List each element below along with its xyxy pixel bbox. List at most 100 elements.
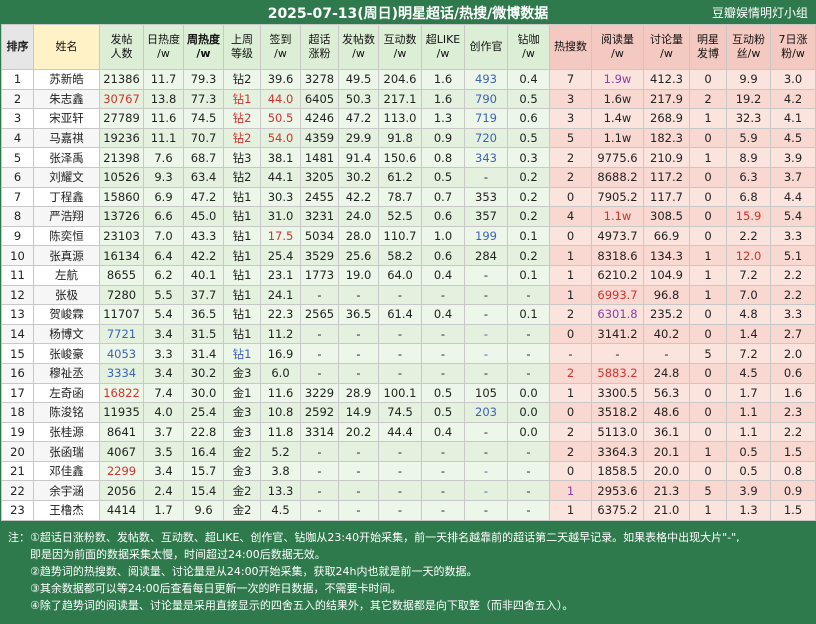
- column-header[interactable]: 姓名: [33, 24, 100, 70]
- table-cell: 4.1: [770, 108, 816, 129]
- table-cell: 28.9: [338, 382, 379, 404]
- column-header[interactable]: 创作官: [464, 24, 508, 70]
- table-cell: -: [464, 441, 508, 462]
- table-cell: 12: [1, 284, 34, 306]
- table-header-row: 排序 姓名 发帖 人数 日热度/w 周热度/w 上周 等级 签到/w 超话 涨粉 发帖数/w 互动数/w…: [1, 24, 816, 70]
- column-header[interactable]: 发帖 人数: [99, 24, 144, 70]
- column-header[interactable]: 日热度/w: [143, 24, 184, 70]
- table-row[interactable]: 7 丁程鑫 15860 6.9 47.2 钻1 30.3 2455 42.2 78.7 0.7 353…: [1, 186, 816, 208]
- table-cell: 0: [689, 402, 727, 423]
- column-header[interactable]: 互动粉 丝/w: [726, 24, 771, 70]
- table-row[interactable]: 13 贺峻霖 11707 5.4 36.5 钻1 22.3 2565 36.5 61.4 0.4-0…: [1, 304, 816, 325]
- table-cell: 15.4: [183, 480, 224, 502]
- column-header[interactable]: 周热度/w: [183, 24, 224, 70]
- table-cell: -: [507, 362, 550, 384]
- table-cell: 493: [464, 69, 508, 90]
- table-cell: 0.0: [507, 382, 550, 404]
- table-cell: 113.0: [378, 108, 422, 129]
- table-cell: 54.0: [260, 127, 301, 149]
- column-header[interactable]: 超话 涨粉: [300, 24, 339, 70]
- table-row[interactable]: 21 邓佳鑫 2299 3.4 15.7 金3 3.8- - - - - -0 1858.5 20.0 0 0…: [1, 460, 816, 482]
- table-row[interactable]: 16 穆祉丞 3334 3.4 30.2 金3 6.0- - - - - -2 5883.2 24.8 0 4…: [1, 362, 816, 384]
- column-header-line: 等级: [231, 47, 253, 60]
- table-cell: 0.1: [507, 264, 550, 286]
- column-header[interactable]: 明星 发博: [689, 24, 727, 70]
- column-header[interactable]: 7日涨 粉/w: [770, 24, 816, 70]
- table-cell: 金3: [223, 362, 261, 384]
- name-cell: 张桂源: [33, 421, 100, 443]
- table-row[interactable]: 2 朱志鑫 30767 13.8 77.3 钻1 44.0 6405 50.3 217.1 1.6 7…: [1, 88, 816, 110]
- table-cell: 0.2: [507, 186, 550, 208]
- table-row[interactable]: 20 张函瑞 4067 3.5 16.4 金2 5.2- - - - - -2 3364.3 20.1 1 0…: [1, 441, 816, 462]
- table-row[interactable]: 10 张真源 16134 6.4 42.2 钻1 25.4 3529 25.6 58.2 0.6 28…: [1, 245, 816, 266]
- table-cell: 4.2: [770, 88, 816, 110]
- table-cell: 3: [549, 88, 592, 110]
- table-cell: 4.5: [260, 500, 301, 521]
- table-cell: 0: [689, 382, 727, 404]
- column-header[interactable]: 排序: [1, 24, 34, 70]
- table-cell: 钻2: [223, 127, 261, 149]
- table-cell: 30767: [99, 88, 144, 110]
- table-cell: 15860: [99, 186, 144, 208]
- table-cell: 16: [1, 362, 34, 384]
- table-cell: 4.5: [726, 362, 771, 384]
- table-cell: 3.7: [143, 421, 184, 443]
- table-row[interactable]: 5 张泽禹 21398 7.6 68.7 钻3 38.1 1481 91.4 150.6 0.8 34…: [1, 147, 816, 168]
- table-cell: 217.9: [643, 88, 690, 110]
- table-cell: 1.6w: [591, 88, 644, 110]
- table-cell: 钻1: [223, 343, 261, 364]
- column-header[interactable]: 热搜数: [549, 24, 592, 70]
- table-cell: 1: [549, 264, 592, 286]
- table-row[interactable]: 4 马嘉祺 19236 11.1 70.7 钻2 54.0 4359 29.9 91.8 0.9 72…: [1, 127, 816, 149]
- table-cell: 14: [1, 323, 34, 345]
- table-row[interactable]: 8 严浩翔 13726 6.6 45.0 钻1 31.0 3231 24.0 52.5 0.6 357…: [1, 206, 816, 227]
- table-cell: 68.7: [183, 147, 224, 168]
- table-cell: 11.8: [260, 421, 301, 443]
- table-cell: 96.8: [643, 284, 690, 306]
- table-cell: -: [464, 480, 508, 502]
- table-cell: -: [507, 460, 550, 482]
- column-header[interactable]: 讨论量/w: [643, 24, 690, 70]
- table-row[interactable]: 6 刘耀文 10526 9.3 63.4 钻2 44.1 3205 30.2 61.2 0.5-0.…: [1, 166, 816, 188]
- column-header[interactable]: 发帖数/w: [338, 24, 379, 70]
- table-row[interactable]: 12 张极 7280 5.5 37.7 钻1 24.1- - - - - -1 6993.7 96.8 1 7…: [1, 284, 816, 306]
- table-cell: 10: [1, 245, 34, 266]
- table-cell: 金3: [223, 460, 261, 482]
- table-cell: -: [338, 323, 379, 345]
- table-row[interactable]: 18 陈浚铭 11935 4.0 25.4 金3 10.8 2592 14.9 74.5 0.5 20…: [1, 402, 816, 423]
- column-header-line: 涨粉: [308, 47, 331, 60]
- table-row[interactable]: 23 王橹杰 4414 1.7 9.6 金2 4.5- - - - - -1 6375.2 21.0 1 1.…: [1, 500, 816, 521]
- table-row[interactable]: 1 苏新皓 21386 11.7 79.3 钻2 39.6 3278 49.5 204.6 1.6 4…: [1, 69, 816, 90]
- column-header[interactable]: 上周 等级: [223, 24, 261, 70]
- table-cell: 3: [1, 108, 34, 129]
- table-cell: 110.7: [378, 225, 422, 247]
- table-cell: 45.0: [183, 206, 224, 227]
- column-header[interactable]: 互动数/w: [378, 24, 422, 70]
- table-cell: 1: [689, 500, 727, 521]
- column-header-line: 超话: [308, 33, 331, 46]
- table-cell: -: [338, 441, 379, 462]
- table-row[interactable]: 3 宋亚轩 27789 11.6 74.5 钻2 50.5 4246 47.2 113.0 1.3 7…: [1, 108, 816, 129]
- table-cell: -: [338, 500, 379, 521]
- table-cell: 8318.6: [591, 245, 644, 266]
- table-row[interactable]: 22 余宇涵 2056 2.4 15.4 金2 13.3- - - - - -1 2953.6 21.3 5…: [1, 480, 816, 502]
- name-cell: 贺峻霖: [33, 304, 100, 325]
- table-row[interactable]: 17 左奇函 16822 7.4 30.0 金1 11.6 3229 28.9 100.1 0.5 1…: [1, 382, 816, 404]
- table-row[interactable]: 19 张桂源 8641 3.7 22.8 金3 11.8 3314 20.2 44.4 0.4-0.…: [1, 421, 816, 443]
- table-cell: 14.9: [338, 402, 379, 423]
- table-row[interactable]: 14 杨博文 7721 3.4 31.5 钻1 11.2- - - - - -0 3141.2 40.2 0…: [1, 323, 816, 345]
- column-header[interactable]: 阅读量/w: [591, 24, 644, 70]
- name-cell: 张函瑞: [33, 441, 100, 462]
- table-cell: 0.7: [421, 186, 465, 208]
- table-cell: 9.9: [726, 69, 771, 90]
- table-cell: 0.6: [770, 362, 816, 384]
- table-row[interactable]: 15 张峻豪 4053 3.3 31.4 钻1 16.9- - - - - - - - -5 7.2 2.0: [1, 343, 816, 364]
- table-row[interactable]: 9 陈奕恒 23103 7.0 43.3 钻1 17.5 5034 28.0 110.7 1.0 19…: [1, 225, 816, 247]
- column-header[interactable]: 超LIKE/w: [421, 24, 465, 70]
- table-cell: 5: [689, 480, 727, 502]
- column-header[interactable]: 签到/w: [260, 24, 301, 70]
- column-header[interactable]: 钻咖/w: [507, 24, 550, 70]
- table-row[interactable]: 11 左航 8655 6.2 40.1 钻1 23.1 1773 19.0 64.0 0.4-0.1…: [1, 264, 816, 286]
- table-cell: 17: [1, 382, 34, 404]
- column-header-line: /w: [522, 47, 535, 60]
